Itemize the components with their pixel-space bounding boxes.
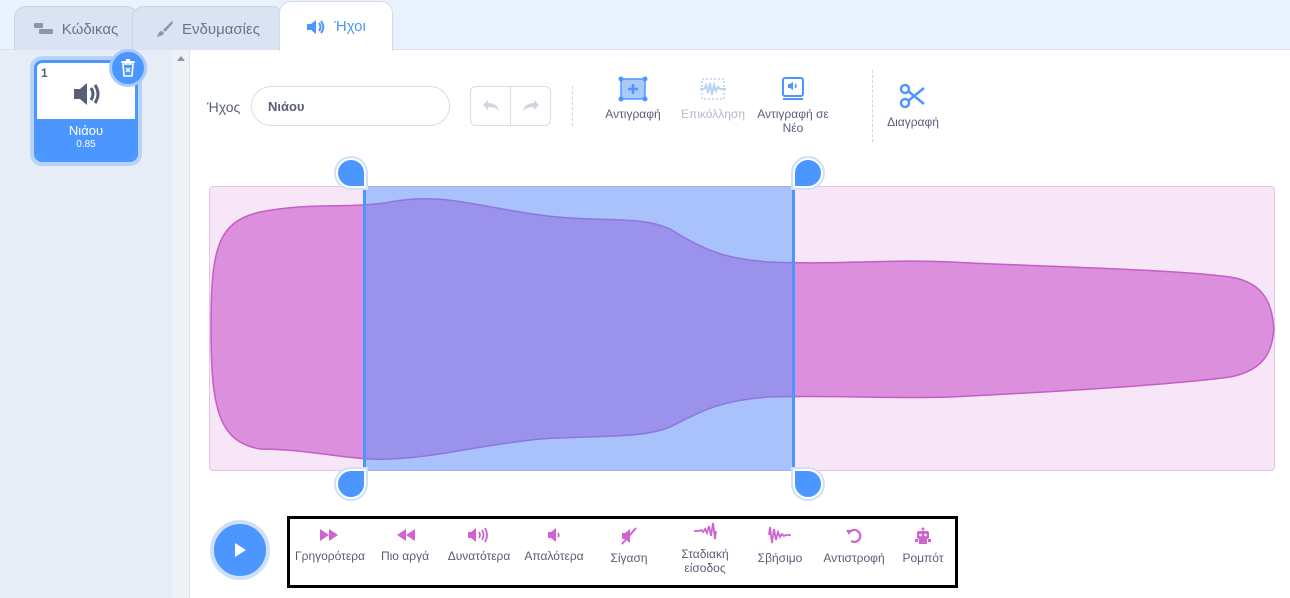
copy-selection-icon bbox=[618, 76, 648, 102]
speaker-icon bbox=[306, 19, 326, 35]
effect-slower-button[interactable]: Πιο αργά bbox=[370, 527, 440, 563]
effects-bar: Γρηγορότερα Πιο αργά Δυνατότερα Απαλότερ… bbox=[287, 516, 958, 588]
softer-icon bbox=[546, 527, 562, 543]
effect-fade-in-button[interactable]: Σταδιακή είσοδος bbox=[668, 521, 742, 575]
delete-label: Διαγραφή bbox=[887, 115, 939, 129]
effect-reverse-button[interactable]: Αντιστροφή bbox=[818, 527, 890, 565]
mute-icon bbox=[620, 527, 638, 545]
scissors-icon bbox=[899, 82, 927, 110]
undo-button[interactable] bbox=[471, 87, 510, 125]
effect-softer-button[interactable]: Απαλότερα bbox=[518, 527, 590, 563]
effect-fade-in-label: Σταδιακή είσοδος bbox=[668, 547, 742, 575]
effect-softer-label: Απαλότερα bbox=[524, 549, 583, 563]
tab-code[interactable]: Κώδικας bbox=[14, 6, 138, 51]
effect-reverse-label: Αντιστροφή bbox=[823, 551, 884, 565]
speaker-icon bbox=[72, 81, 104, 107]
paste-icon bbox=[698, 76, 728, 102]
delete-sound-button[interactable] bbox=[109, 49, 147, 87]
effect-mute-button[interactable]: Σίγαση bbox=[590, 527, 668, 565]
sound-item-duration: 0.85 bbox=[37, 139, 135, 150]
play-button[interactable] bbox=[210, 520, 270, 580]
copy-to-new-icon bbox=[780, 76, 806, 102]
toolbar-divider bbox=[572, 86, 573, 126]
paste-button[interactable]: Επικόλληση bbox=[678, 76, 748, 121]
reverse-icon bbox=[845, 527, 863, 545]
slower-icon bbox=[394, 527, 416, 543]
toolbar-divider bbox=[872, 70, 873, 142]
sound-item-index: 1 bbox=[41, 66, 48, 80]
undo-redo-group bbox=[470, 86, 551, 126]
copy-label: Αντιγραφή bbox=[605, 107, 660, 121]
faster-icon bbox=[319, 527, 341, 543]
editor-tabs: Κώδικας Ενδυμασίες Ήχοι bbox=[0, 0, 1290, 50]
tab-costumes[interactable]: Ενδυμασίες bbox=[132, 6, 284, 51]
trim-start-top-handle[interactable] bbox=[336, 158, 366, 188]
code-blocks-icon bbox=[34, 22, 54, 36]
undo-icon bbox=[481, 99, 501, 113]
effect-slower-label: Πιο αργά bbox=[381, 549, 429, 563]
effect-fade-out-label: Σβήσιμο bbox=[758, 551, 803, 565]
scroll-up-arrow-icon[interactable] bbox=[177, 56, 185, 61]
redo-icon bbox=[521, 99, 541, 113]
tab-sounds-label: Ήχοι bbox=[334, 18, 366, 35]
effect-faster-label: Γρηγορότερα bbox=[295, 549, 365, 563]
paintbrush-icon bbox=[156, 20, 174, 38]
effect-robot-button[interactable]: Ρομπότ bbox=[890, 527, 956, 565]
louder-icon bbox=[467, 527, 491, 543]
trim-start-bottom-handle[interactable] bbox=[336, 469, 366, 499]
copy-button[interactable]: Αντιγραφή bbox=[600, 76, 666, 121]
effect-fade-out-button[interactable]: Σβήσιμο bbox=[742, 525, 818, 565]
selection-region[interactable] bbox=[363, 186, 795, 471]
sound-name-input[interactable] bbox=[251, 86, 450, 126]
effect-mute-label: Σίγαση bbox=[610, 551, 647, 565]
delete-button[interactable]: Διαγραφή bbox=[882, 82, 944, 129]
effect-robot-label: Ρομπότ bbox=[902, 551, 943, 565]
effect-faster-button[interactable]: Γρηγορότερα bbox=[290, 527, 370, 563]
fade-out-icon bbox=[768, 525, 792, 545]
tab-code-label: Κώδικας bbox=[62, 21, 118, 38]
redo-button[interactable] bbox=[510, 87, 550, 125]
tab-costumes-label: Ενδυμασίες bbox=[182, 21, 260, 38]
robot-icon bbox=[914, 527, 932, 545]
trash-icon bbox=[120, 59, 136, 77]
effect-louder-label: Δυνατότερα bbox=[448, 549, 511, 563]
fade-in-icon bbox=[693, 521, 717, 541]
effect-louder-button[interactable]: Δυνατότερα bbox=[440, 527, 518, 563]
trim-end-bottom-handle[interactable] bbox=[793, 469, 823, 499]
tab-sounds[interactable]: Ήχοι bbox=[279, 1, 393, 51]
sound-item-footer: Νιάου 0.85 bbox=[37, 119, 135, 159]
sound-name-label: Ήχος bbox=[207, 99, 240, 115]
trim-end-top-handle[interactable] bbox=[793, 158, 823, 188]
paste-label: Επικόλληση bbox=[681, 107, 745, 121]
play-icon bbox=[232, 541, 248, 559]
sound-list-scrollbar[interactable] bbox=[172, 50, 190, 598]
copy-to-new-label: Αντιγραφή σε Νέο bbox=[752, 107, 834, 135]
copy-to-new-button[interactable]: Αντιγραφή σε Νέο bbox=[752, 76, 834, 135]
sound-item-name: Νιάου bbox=[37, 123, 135, 138]
